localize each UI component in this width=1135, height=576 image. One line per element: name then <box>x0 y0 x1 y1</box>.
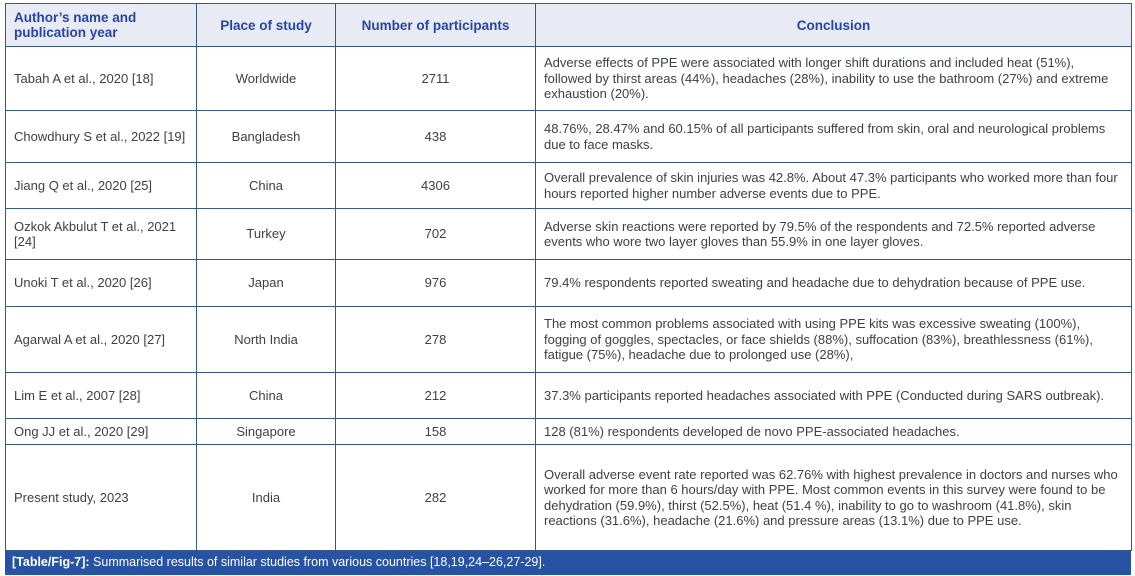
table-caption: [Table/Fig-7]: Summarised results of sim… <box>5 551 1131 575</box>
place-cell: Turkey <box>196 208 336 260</box>
conclusion-cell: 128 (81%) respondents developed de novo … <box>535 418 1132 445</box>
table-figure-container: Author’s name and publication year Place… <box>5 3 1132 575</box>
header-row: Author’s name and publication year Place… <box>5 3 1132 47</box>
table-caption-text: Summarised results of similar studies fr… <box>93 555 546 569</box>
place-cell: Bangladesh <box>196 110 336 163</box>
author-cell: Agarwal A et al., 2020 [27] <box>5 306 197 373</box>
table-row: Jiang Q et al., 2020 [25] China 4306 Ove… <box>5 162 1132 209</box>
column-header-conclusion: Conclusion <box>535 3 1132 47</box>
table-row: Tabah A et al., 2020 [18] Worldwide 2711… <box>5 46 1132 111</box>
table-row: Present study, 2023 India 282 Overall ad… <box>5 444 1132 551</box>
table-caption-label: [Table/Fig-7]: <box>12 555 90 569</box>
author-cell: Ong JJ et al., 2020 [29] <box>5 418 197 445</box>
column-header-participants: Number of participants <box>335 3 536 47</box>
author-cell: Tabah A et al., 2020 [18] <box>5 46 197 111</box>
table-row: Agarwal A et al., 2020 [27] North India … <box>5 306 1132 373</box>
place-cell: Singapore <box>196 418 336 445</box>
table-body: Tabah A et al., 2020 [18] Worldwide 2711… <box>5 46 1132 551</box>
author-cell: Chowdhury S et al., 2022 [19] <box>5 110 197 163</box>
author-cell: Present study, 2023 <box>5 444 197 551</box>
author-cell: Jiang Q et al., 2020 [25] <box>5 162 197 209</box>
conclusion-cell: Adverse effects of PPE were associated w… <box>535 46 1132 111</box>
author-cell: Ozkok Akbulut T et al., 2021 [24] <box>5 208 197 260</box>
participants-cell: 702 <box>335 208 536 260</box>
table-row: Chowdhury S et al., 2022 [19] Bangladesh… <box>5 110 1132 163</box>
table-row: Ong JJ et al., 2020 [29] Singapore 158 1… <box>5 418 1132 445</box>
table-row: Lim E et al., 2007 [28] China 212 37.3% … <box>5 372 1132 419</box>
participants-cell: 438 <box>335 110 536 163</box>
place-cell: China <box>196 162 336 209</box>
table-row: Unoki T et al., 2020 [26] Japan 976 79.4… <box>5 259 1132 307</box>
conclusion-cell: The most common problems associated with… <box>535 306 1132 373</box>
participants-cell: 212 <box>335 372 536 419</box>
table-row: Ozkok Akbulut T et al., 2021 [24] Turkey… <box>5 208 1132 260</box>
conclusion-cell: 37.3% participants reported headaches as… <box>535 372 1132 419</box>
conclusion-cell: Overall prevalence of skin injuries was … <box>535 162 1132 209</box>
participants-cell: 158 <box>335 418 536 445</box>
participants-cell: 976 <box>335 259 536 307</box>
table-header: Author’s name and publication year Place… <box>5 3 1132 47</box>
conclusion-cell: Adverse skin reactions were reported by … <box>535 208 1132 260</box>
participants-cell: 2711 <box>335 46 536 111</box>
place-cell: North India <box>196 306 336 373</box>
place-cell: Worldwide <box>196 46 336 111</box>
column-header-place: Place of study <box>196 3 336 47</box>
place-cell: China <box>196 372 336 419</box>
column-header-author: Author’s name and publication year <box>5 3 197 47</box>
participants-cell: 282 <box>335 444 536 551</box>
place-cell: Japan <box>196 259 336 307</box>
place-cell: India <box>196 444 336 551</box>
author-cell: Unoki T et al., 2020 [26] <box>5 259 197 307</box>
author-cell: Lim E et al., 2007 [28] <box>5 372 197 419</box>
participants-cell: 278 <box>335 306 536 373</box>
studies-summary-table: Author’s name and publication year Place… <box>5 3 1132 551</box>
conclusion-cell: 79.4% respondents reported sweating and … <box>535 259 1132 307</box>
participants-cell: 4306 <box>335 162 536 209</box>
conclusion-cell: 48.76%, 28.47% and 60.15% of all partici… <box>535 110 1132 163</box>
conclusion-cell: Overall adverse event rate reported was … <box>535 444 1132 551</box>
